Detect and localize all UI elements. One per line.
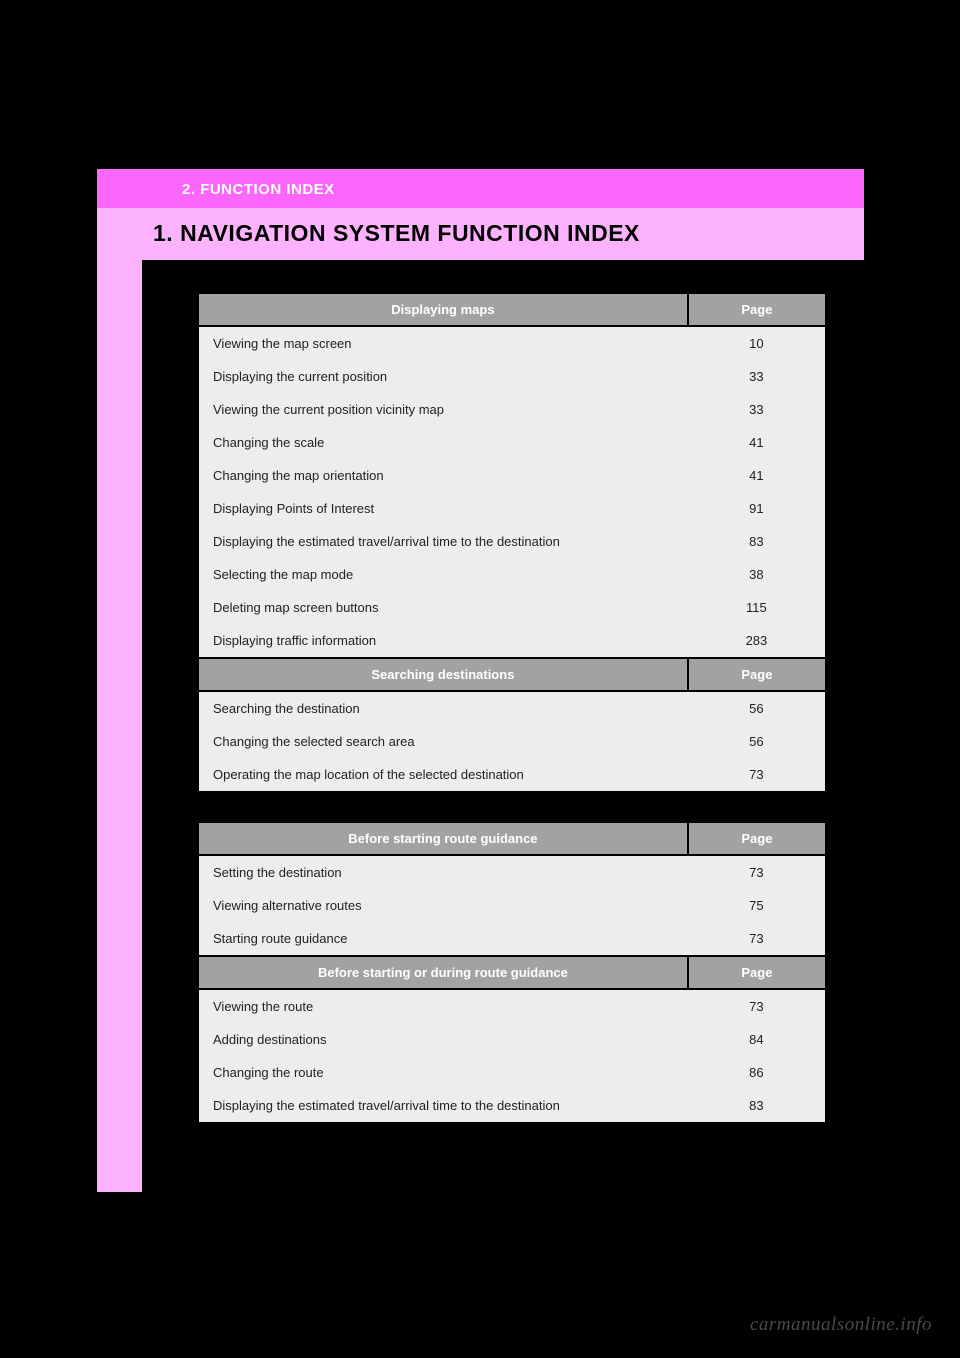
table-row: Changing the selected search area56 bbox=[198, 725, 826, 758]
table-page-header: Page bbox=[688, 293, 826, 326]
table-row: Adding destinations84 bbox=[198, 1023, 826, 1056]
row-description: Deleting map screen buttons bbox=[198, 591, 688, 624]
row-page-number: 283 bbox=[688, 624, 826, 658]
row-description: Displaying the estimated travel/arrival … bbox=[198, 525, 688, 558]
content-area: Displaying mapsPageViewing the map scree… bbox=[197, 292, 827, 1152]
table-row: Displaying the estimated travel/arrival … bbox=[198, 1089, 826, 1123]
row-description: Viewing the route bbox=[198, 989, 688, 1023]
row-page-number: 115 bbox=[688, 591, 826, 624]
table-page-header: Page bbox=[688, 822, 826, 855]
row-page-number: 73 bbox=[688, 989, 826, 1023]
row-page-number: 10 bbox=[688, 326, 826, 360]
table-row: Displaying the current position33 bbox=[198, 360, 826, 393]
row-page-number: 73 bbox=[688, 758, 826, 792]
row-description: Viewing alternative routes bbox=[198, 889, 688, 922]
row-description: Changing the scale bbox=[198, 426, 688, 459]
row-description: Adding destinations bbox=[198, 1023, 688, 1056]
row-page-number: 91 bbox=[688, 492, 826, 525]
row-description: Changing the map orientation bbox=[198, 459, 688, 492]
row-page-number: 38 bbox=[688, 558, 826, 591]
side-strip bbox=[97, 260, 142, 1192]
table-row: Searching the destination56 bbox=[198, 691, 826, 725]
row-page-number: 56 bbox=[688, 725, 826, 758]
row-page-number: 41 bbox=[688, 426, 826, 459]
row-page-number: 56 bbox=[688, 691, 826, 725]
row-page-number: 41 bbox=[688, 459, 826, 492]
table-row: Selecting the map mode38 bbox=[198, 558, 826, 591]
table-row: Displaying the estimated travel/arrival … bbox=[198, 525, 826, 558]
row-description: Changing the selected search area bbox=[198, 725, 688, 758]
table-section-title: Displaying maps bbox=[198, 293, 688, 326]
row-page-number: 83 bbox=[688, 525, 826, 558]
table-row: Displaying Points of Interest91 bbox=[198, 492, 826, 525]
title-band: 1. NAVIGATION SYSTEM FUNCTION INDEX bbox=[97, 208, 864, 260]
function-index-table: Displaying mapsPageViewing the map scree… bbox=[197, 292, 827, 793]
row-description: Starting route guidance bbox=[198, 922, 688, 956]
table-page-header: Page bbox=[688, 956, 826, 989]
section-label: 2. FUNCTION INDEX bbox=[182, 181, 335, 198]
table-section-title: Before starting or during route guidance bbox=[198, 956, 688, 989]
row-description: Operating the map location of the select… bbox=[198, 758, 688, 792]
row-page-number: 33 bbox=[688, 360, 826, 393]
page-title: 1. NAVIGATION SYSTEM FUNCTION INDEX bbox=[153, 220, 640, 247]
row-page-number: 73 bbox=[688, 922, 826, 956]
row-page-number: 33 bbox=[688, 393, 826, 426]
table-row: Changing the map orientation41 bbox=[198, 459, 826, 492]
table-row: Setting the destination73 bbox=[198, 855, 826, 889]
row-description: Viewing the current position vicinity ma… bbox=[198, 393, 688, 426]
header-band: 2. FUNCTION INDEX bbox=[97, 169, 864, 208]
table-row: Viewing alternative routes75 bbox=[198, 889, 826, 922]
table-row: Operating the map location of the select… bbox=[198, 758, 826, 792]
row-description: Viewing the map screen bbox=[198, 326, 688, 360]
table-row: Viewing the current position vicinity ma… bbox=[198, 393, 826, 426]
row-description: Searching the destination bbox=[198, 691, 688, 725]
table-section-title: Searching destinations bbox=[198, 658, 688, 691]
watermark-text: carmanualsonline.info bbox=[750, 1314, 932, 1336]
row-description: Displaying Points of Interest bbox=[198, 492, 688, 525]
row-description: Displaying the current position bbox=[198, 360, 688, 393]
row-description: Changing the route bbox=[198, 1056, 688, 1089]
table-block: Displaying mapsPageViewing the map scree… bbox=[197, 292, 827, 793]
row-page-number: 86 bbox=[688, 1056, 826, 1089]
table-row: Viewing the map screen10 bbox=[198, 326, 826, 360]
row-description: Displaying the estimated travel/arrival … bbox=[198, 1089, 688, 1123]
row-page-number: 75 bbox=[688, 889, 826, 922]
table-row: Changing the scale41 bbox=[198, 426, 826, 459]
table-row: Displaying traffic information283 bbox=[198, 624, 826, 658]
row-page-number: 83 bbox=[688, 1089, 826, 1123]
table-page-header: Page bbox=[688, 658, 826, 691]
row-description: Setting the destination bbox=[198, 855, 688, 889]
table-row: Deleting map screen buttons115 bbox=[198, 591, 826, 624]
row-description: Selecting the map mode bbox=[198, 558, 688, 591]
table-row: Changing the route86 bbox=[198, 1056, 826, 1089]
row-page-number: 73 bbox=[688, 855, 826, 889]
manual-page: 2. FUNCTION INDEX 1. NAVIGATION SYSTEM F… bbox=[97, 169, 864, 1192]
table-section-title: Before starting route guidance bbox=[198, 822, 688, 855]
row-description: Displaying traffic information bbox=[198, 624, 688, 658]
row-page-number: 84 bbox=[688, 1023, 826, 1056]
table-row: Starting route guidance73 bbox=[198, 922, 826, 956]
table-block: Before starting route guidancePageSettin… bbox=[197, 821, 827, 1124]
function-index-table: Before starting route guidancePageSettin… bbox=[197, 821, 827, 1124]
table-row: Viewing the route73 bbox=[198, 989, 826, 1023]
